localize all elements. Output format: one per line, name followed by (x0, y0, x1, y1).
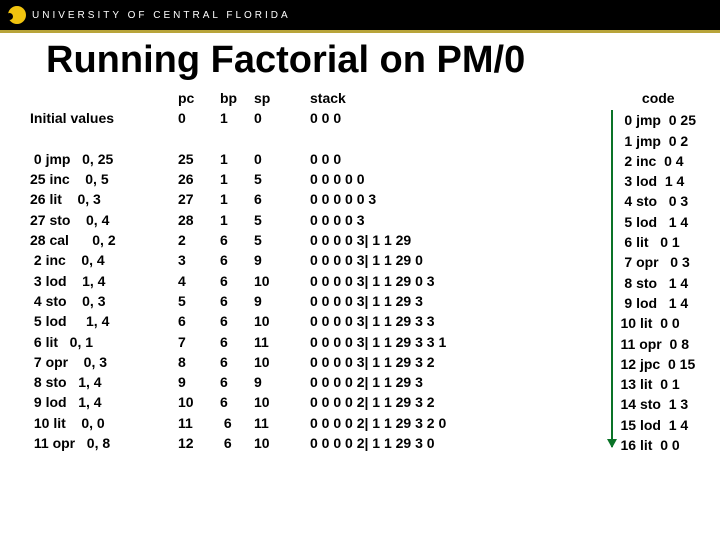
code-listing: code 0 jmp 0 25 1 jmp 0 2 2 inc 0 4 3 lo… (621, 88, 696, 455)
slide-title: Running Factorial on PM/0 (0, 33, 720, 88)
trace-labels-column: Initial values 0 jmp 0, 25 25 inc 0, 5 2… (30, 88, 178, 453)
trace-pc-column: pc 0 25 26 27 28 2 3 4 5 6 7 8 9 10 11 1… (178, 88, 220, 453)
university-name: UNIVERSITY OF CENTRAL FLORIDA (32, 10, 291, 21)
pegasus-icon (8, 6, 26, 24)
code-lines: 0 jmp 0 25 1 jmp 0 2 2 inc 0 4 3 lod 1 4… (621, 110, 696, 455)
ucf-logo: UNIVERSITY OF CENTRAL FLORIDA (8, 6, 291, 24)
arrow-icon (611, 110, 613, 447)
code-header: code (621, 88, 696, 108)
header-bar: UNIVERSITY OF CENTRAL FLORIDA (0, 0, 720, 30)
trace-sp-column: sp 0 0 5 6 5 5 9 10 9 10 11 10 9 10 11 1… (254, 88, 310, 453)
trace-bp-column: bp 1 1 1 1 1 6 6 6 6 6 6 6 6 6 6 6 (220, 88, 254, 453)
slide-content: Initial values 0 jmp 0, 25 25 inc 0, 5 2… (0, 88, 720, 453)
